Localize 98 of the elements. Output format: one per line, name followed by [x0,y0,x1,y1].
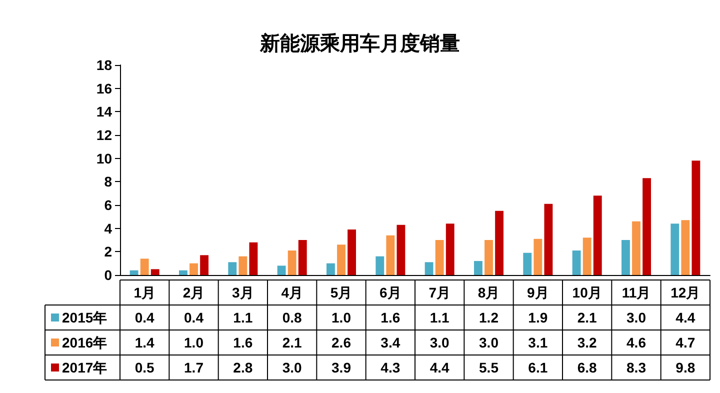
x-tick-label: 5月 [330,284,352,300]
data-label: 3.4 [380,334,400,350]
bar [582,238,592,275]
data-label: 3.1 [528,334,548,350]
bar [190,263,198,275]
bar [326,263,335,275]
bar [150,269,160,275]
bar [337,244,346,275]
data-label: 1.9 [528,310,548,326]
data-label: 3.9 [332,360,352,376]
bar [692,160,700,275]
data-label: 3.2 [577,334,598,350]
data-label: 8.3 [626,360,646,376]
bar [277,266,286,275]
legend-label: 2016年 [62,334,108,350]
data-label: 2.6 [332,334,352,350]
bar [484,240,493,275]
bar [642,178,651,275]
bar [446,224,454,275]
bar [681,220,690,275]
x-tick-label: 8月 [478,284,500,300]
y-tick-label: 10 [96,150,112,166]
x-tick-label: 11月 [622,284,651,300]
data-label: 9.8 [676,360,696,376]
data-label: 1.6 [380,310,400,326]
data-label: 1.0 [332,310,352,326]
x-tick-label: 4月 [281,284,303,300]
bar [228,262,237,275]
x-tick-label: 2月 [182,284,205,300]
y-tick-label: 6 [104,197,112,213]
data-label: 1.4 [134,334,155,350]
bar [495,210,504,275]
bar [544,204,553,275]
data-label: 3.0 [626,310,646,326]
data-label: 4.6 [626,334,646,350]
legend-label: 2017年 [62,360,108,376]
bar [238,256,248,275]
y-tick-label: 16 [96,80,112,96]
bar [288,250,296,275]
y-tick-label: 2 [104,244,112,260]
y-tick-label: 8 [104,174,112,190]
data-label: 3.0 [282,360,302,376]
data-label: 0.8 [282,310,302,326]
bar [179,270,188,275]
bar [572,250,581,275]
chart-title: 新能源乘用车月度销量 [259,31,460,55]
data-label: 2.1 [577,310,598,326]
data-label: 6.8 [577,360,598,376]
legend-label: 2015年 [62,310,108,326]
data-label: 0.4 [134,310,155,326]
data-label: 4.3 [380,360,400,376]
x-tick-label: 10月 [572,284,602,300]
data-label: 2.1 [282,334,302,350]
data-label: 3.0 [430,334,450,350]
bar [396,224,406,275]
bar [249,242,258,275]
x-tick-label: 7月 [428,284,450,300]
bar [622,240,630,275]
bar [435,240,444,275]
bar [670,224,680,275]
bar [632,221,640,275]
x-tick-label: 3月 [232,284,254,300]
data-label: 4.4 [430,360,450,376]
data-label: 0.5 [134,360,155,376]
data-label: 1.0 [184,334,204,350]
data-label: 3.0 [479,334,499,350]
data-label: 2.8 [233,360,253,376]
data-label: 5.5 [479,360,499,376]
y-tick-label: 0 [104,267,112,283]
bar [593,196,602,275]
bar [298,240,307,275]
data-label: 6.1 [528,360,548,376]
x-tick-label: 1月 [134,284,156,300]
data-label: 1.1 [430,310,450,326]
y-tick-label: 12 [96,127,112,143]
bar [424,262,434,275]
x-tick-label: 9月 [527,284,549,300]
data-label: 4.7 [676,334,696,350]
bar [140,258,149,275]
data-label: 1.1 [233,310,253,326]
data-label: 1.7 [184,360,204,376]
data-label: 0.4 [184,310,204,326]
y-tick-label: 4 [104,220,112,236]
bar [523,252,532,275]
bar [130,270,138,275]
y-tick-label: 18 [96,57,112,73]
bar [348,230,356,275]
data-label: 1.2 [479,310,499,326]
bar [474,261,482,275]
x-tick-label: 12月 [670,284,700,300]
data-label: 4.4 [676,310,696,326]
y-tick-label: 14 [96,104,112,120]
data-label: 1.6 [233,334,253,350]
bar [534,238,542,275]
x-tick-label: 6月 [380,284,402,300]
bar [386,235,395,275]
bar [376,256,384,275]
bar [200,255,208,275]
